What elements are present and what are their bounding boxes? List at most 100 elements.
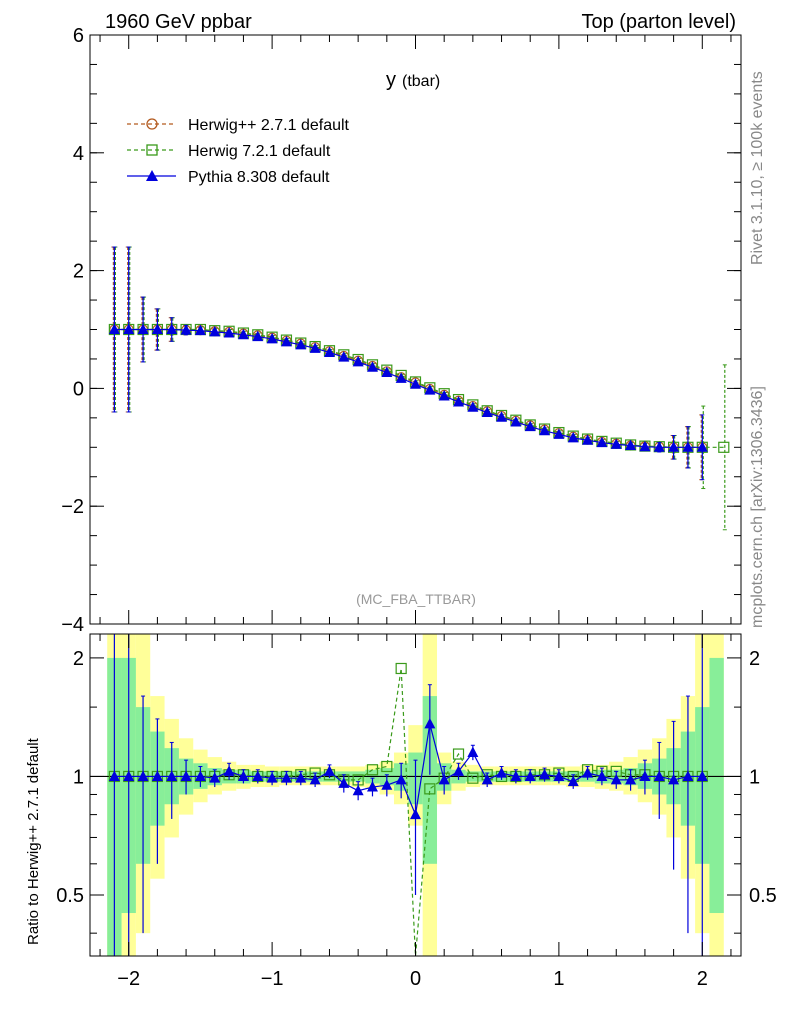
ratio-point <box>180 770 192 781</box>
ratio-point <box>323 765 335 776</box>
ratio-plot-panel: 2 2 1 1 0.5 0.5 −2 −1 0 1 2 Ratio to Herwig++ 2.7.… <box>25 633 777 990</box>
ratio-point <box>108 770 120 781</box>
legend-entry-herwig7: Herwig 7.2.1 default <box>127 143 331 160</box>
ratio-point <box>453 765 465 776</box>
data-point <box>510 415 522 427</box>
y-tick-label: −4 <box>61 614 84 636</box>
ratio-point <box>668 773 680 785</box>
rivet-label: Rivet 3.1.10, ≥ 100k events <box>749 71 766 265</box>
ratio-point <box>194 770 206 781</box>
data-point <box>395 372 407 383</box>
legend-label-herwig7: Herwig 7.2.1 default <box>188 143 331 160</box>
data-point <box>323 346 335 357</box>
ratio-point <box>381 760 393 773</box>
y-tick-label: 2 <box>73 261 84 283</box>
ratio-point <box>582 767 594 778</box>
data-point <box>180 324 192 335</box>
ratio-y-tick-label-right: 0.5 <box>749 885 777 907</box>
ratio-point <box>496 767 508 778</box>
data-point <box>625 439 637 451</box>
ratio-y-tick-label: 1 <box>73 766 84 788</box>
ratio-y-tick-label: 0.5 <box>56 885 84 907</box>
ratio-point <box>295 772 307 783</box>
header-left: 1960 GeV ppbar <box>105 11 252 33</box>
data-point <box>151 323 163 334</box>
plot-title-main: y <box>386 69 396 91</box>
data-point <box>366 361 378 372</box>
data-point <box>539 424 551 436</box>
data-point <box>567 431 579 443</box>
data-point <box>309 342 321 353</box>
ratio-point <box>553 770 565 781</box>
data-point <box>553 428 565 439</box>
ratio-point <box>223 765 235 776</box>
ratio-point <box>438 773 450 785</box>
ratio-ylabel: Ratio to Herwig++ 2.7.1 default <box>25 737 42 945</box>
legend-entry-herwigpp: Herwig++ 2.7.1 default <box>127 117 350 134</box>
ratio-point <box>682 770 694 781</box>
ratio-point <box>338 777 350 788</box>
series-line <box>114 328 703 448</box>
ratio-point <box>137 770 149 781</box>
data-point <box>596 436 608 448</box>
ratio-point <box>424 717 436 729</box>
legend-entry-pythia: Pythia 8.308 default <box>127 169 330 186</box>
data-point <box>223 327 235 338</box>
ratio-point <box>166 770 178 781</box>
ratio-point <box>567 775 579 787</box>
data-point <box>696 441 708 452</box>
ratio-point <box>352 784 364 796</box>
data-point <box>481 406 493 418</box>
x-tick-label: −1 <box>261 968 284 990</box>
x-tick-label: 0 <box>410 968 421 990</box>
data-point <box>438 390 450 401</box>
data-point <box>639 440 651 452</box>
ratio-point <box>524 770 536 781</box>
data-point <box>381 366 393 377</box>
ratio-point <box>280 772 292 783</box>
data-point <box>682 441 694 452</box>
data-point <box>453 395 465 407</box>
uncertainty-band-inner <box>709 657 724 914</box>
ratio-point <box>639 770 651 781</box>
x-tick-label: 2 <box>697 968 708 990</box>
ratio-point <box>467 746 479 758</box>
ratio-point <box>452 748 465 760</box>
data-point <box>209 325 221 337</box>
data-point <box>237 328 249 340</box>
ratio-point <box>696 770 708 781</box>
ratio-point <box>653 770 665 781</box>
ratio-point <box>424 783 436 795</box>
data-point <box>410 378 421 389</box>
data-point <box>610 438 622 449</box>
data-point <box>166 323 178 334</box>
ratio-y-tick-label: 2 <box>73 648 84 670</box>
mcplots-label: mcplots.cern.ch [arXiv:1306.3436] <box>749 386 766 628</box>
ratio-point <box>481 773 493 785</box>
ratio-point <box>123 770 135 781</box>
ratio-point <box>410 808 421 820</box>
data-point <box>338 351 350 362</box>
ratio-point <box>252 770 264 781</box>
data-point <box>718 441 730 453</box>
ratio-point <box>381 779 393 790</box>
y-tick-label: 4 <box>73 143 84 165</box>
data-point <box>424 384 436 395</box>
ratio-point <box>395 662 407 675</box>
data-point <box>123 323 135 334</box>
plot-title-sub: (tbar) <box>402 73 440 90</box>
ratio-point <box>151 770 163 781</box>
data-point <box>524 420 536 432</box>
ratio-y-tick-label-right: 1 <box>749 766 760 788</box>
ratio-point <box>237 770 249 781</box>
data-point <box>467 401 479 412</box>
y-tick-label: −2 <box>61 496 84 518</box>
ratio-point <box>596 770 608 781</box>
x-tick-label: 1 <box>553 968 564 990</box>
ratio-point <box>610 773 622 785</box>
main-plot-panel: 6 4 2 0 −2 −4 y (tbar) (MC_FBA_TTBAR) <box>61 25 742 636</box>
ratio-point <box>366 764 379 776</box>
legend-label-pythia: Pythia 8.308 default <box>188 169 330 186</box>
data-point <box>653 441 665 452</box>
